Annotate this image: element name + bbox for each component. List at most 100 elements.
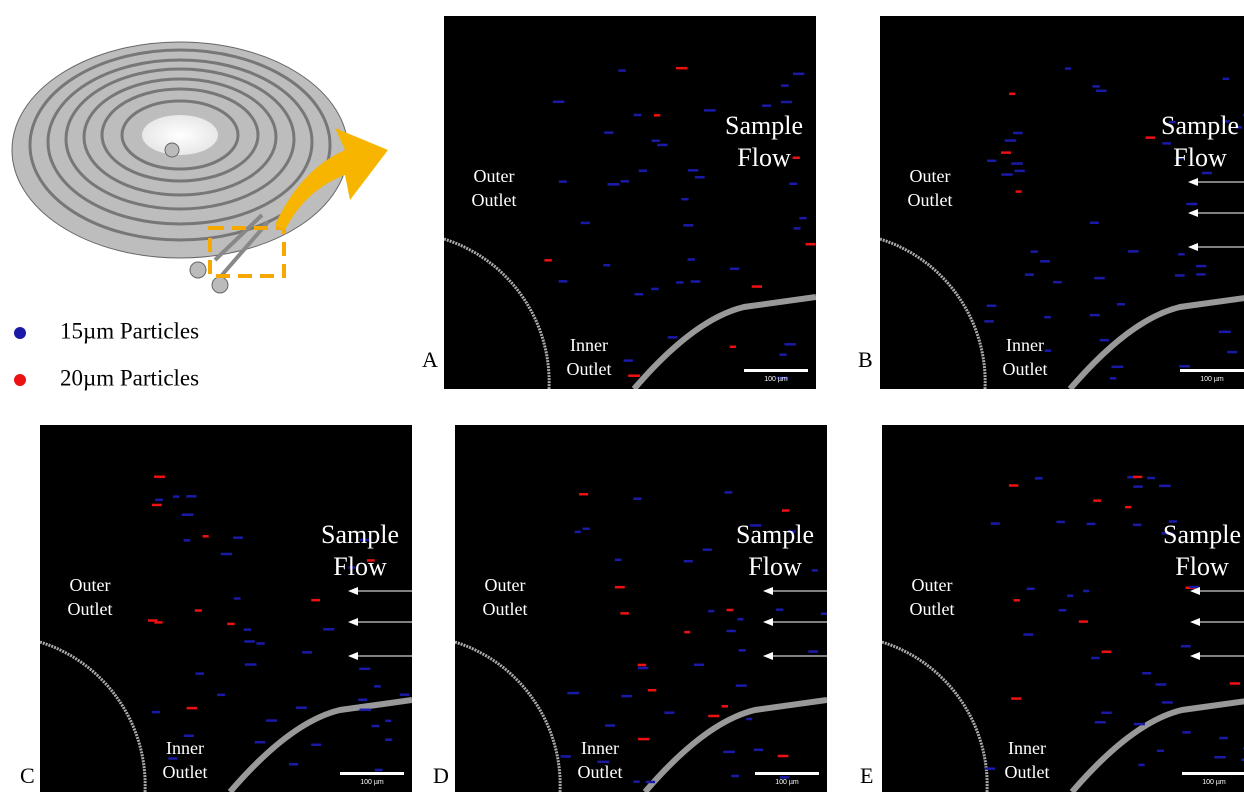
particle-15um [1036,477,1042,480]
particle-15um [195,672,204,675]
particle-20um [1102,651,1112,654]
particle-15um [1181,645,1191,648]
particle-15um [624,359,633,362]
particle-15um [374,685,381,688]
particle-20um [311,599,320,602]
particle-15um [559,180,567,183]
scale-bar [340,772,404,775]
particle-15um [694,664,704,667]
particle-15um [754,749,763,752]
particle-15um [737,618,743,621]
particle-15um [1202,172,1212,175]
particle-20um [203,535,209,538]
micrograph-panel: SampleFlowOuterOutletInnerOutlet100 µm [40,425,412,792]
spiral-device [12,42,388,293]
particle-15um [603,264,610,267]
figure: 15µm Particles20µm ParticlesASampleFlowO… [0,0,1244,792]
particle-20um [1079,620,1088,623]
legend-dot [14,374,26,386]
scale-bar [1180,369,1244,372]
panel-letter: D [433,763,449,788]
channel-label: Outlet [567,359,612,379]
channel-label: Sample [1161,111,1239,140]
particle-20um [1146,136,1155,139]
particle-15um [781,84,789,87]
particle-15um [1196,265,1206,268]
particle-20um [1009,484,1018,487]
channel-label: Outlet [578,762,623,782]
particle-15um [794,227,801,230]
particle-15um [652,139,660,142]
channel-label: Sample [1163,520,1241,549]
channel-label: Outlet [68,599,113,619]
channel-label: Inner [1008,738,1046,758]
particle-15um [372,725,380,728]
particle-20um [1230,682,1240,685]
channel-label: Outlet [163,762,208,782]
particle-15um [186,495,196,498]
particle-15um [1065,67,1071,70]
particle-15um [234,597,241,600]
particle-15um [781,101,792,104]
channel-label: Outlet [472,190,517,210]
particle-15um [1011,162,1023,165]
particle-15um [561,755,571,758]
channel-label: Flow [1175,552,1229,581]
particle-20um [793,157,800,160]
scale-bar-label: 100 µm [1202,779,1226,786]
particle-15um [221,553,232,556]
particle-15um [1142,672,1151,675]
particle-15um [639,169,647,172]
particle-20um [579,493,588,496]
channel-label: Inner [581,738,619,758]
particle-15um [618,69,625,72]
particle-15um [575,531,581,534]
particle-15um [553,101,565,104]
particle-15um [1110,377,1116,380]
particle-15um [1186,203,1197,206]
channel-label: Inner [1006,335,1044,355]
particle-15um [739,649,746,652]
particle-20um [628,374,640,377]
particle-15um [676,281,683,284]
channel-label: Outer [70,575,111,595]
particle-20um [1011,697,1021,700]
particle-15um [688,169,699,172]
particle-20um [615,586,625,589]
particle-20um [708,715,719,718]
panel-letter: E [860,763,873,788]
particle-15um [1178,253,1185,256]
particle-15um [987,304,997,307]
particle-15um [583,528,590,531]
legend-dot [14,327,26,339]
channel-label: Outlet [908,190,953,210]
particle-20um [187,707,198,710]
particle-20um [1009,93,1015,96]
channel-label: Inner [166,738,204,758]
particle-15um [681,198,688,201]
particle-15um [664,711,674,714]
channel-label: Outlet [1003,359,1048,379]
particle-15um [821,612,830,615]
particle-15um [646,781,655,784]
particle-15um [812,569,818,572]
particle-15um [985,767,995,770]
channel-label: Flow [1173,143,1227,172]
scale-bar-label: 100 µm [764,376,788,383]
particle-15um [302,651,312,654]
particle-20um [752,285,762,288]
particle-15um [359,668,370,671]
particle-15um [1227,351,1237,354]
particle-15um [581,222,590,225]
panel-letter: B [858,347,873,372]
particle-15um [708,610,714,613]
particle-15um [385,720,391,723]
particle-15um [633,497,641,500]
particle-15um [688,258,695,261]
particle-20um [1014,599,1020,602]
particle-15um [987,160,996,163]
particle-15um [683,224,693,227]
particle-15um [604,131,613,134]
particle-20um [154,475,165,478]
scale-bar [744,369,808,372]
